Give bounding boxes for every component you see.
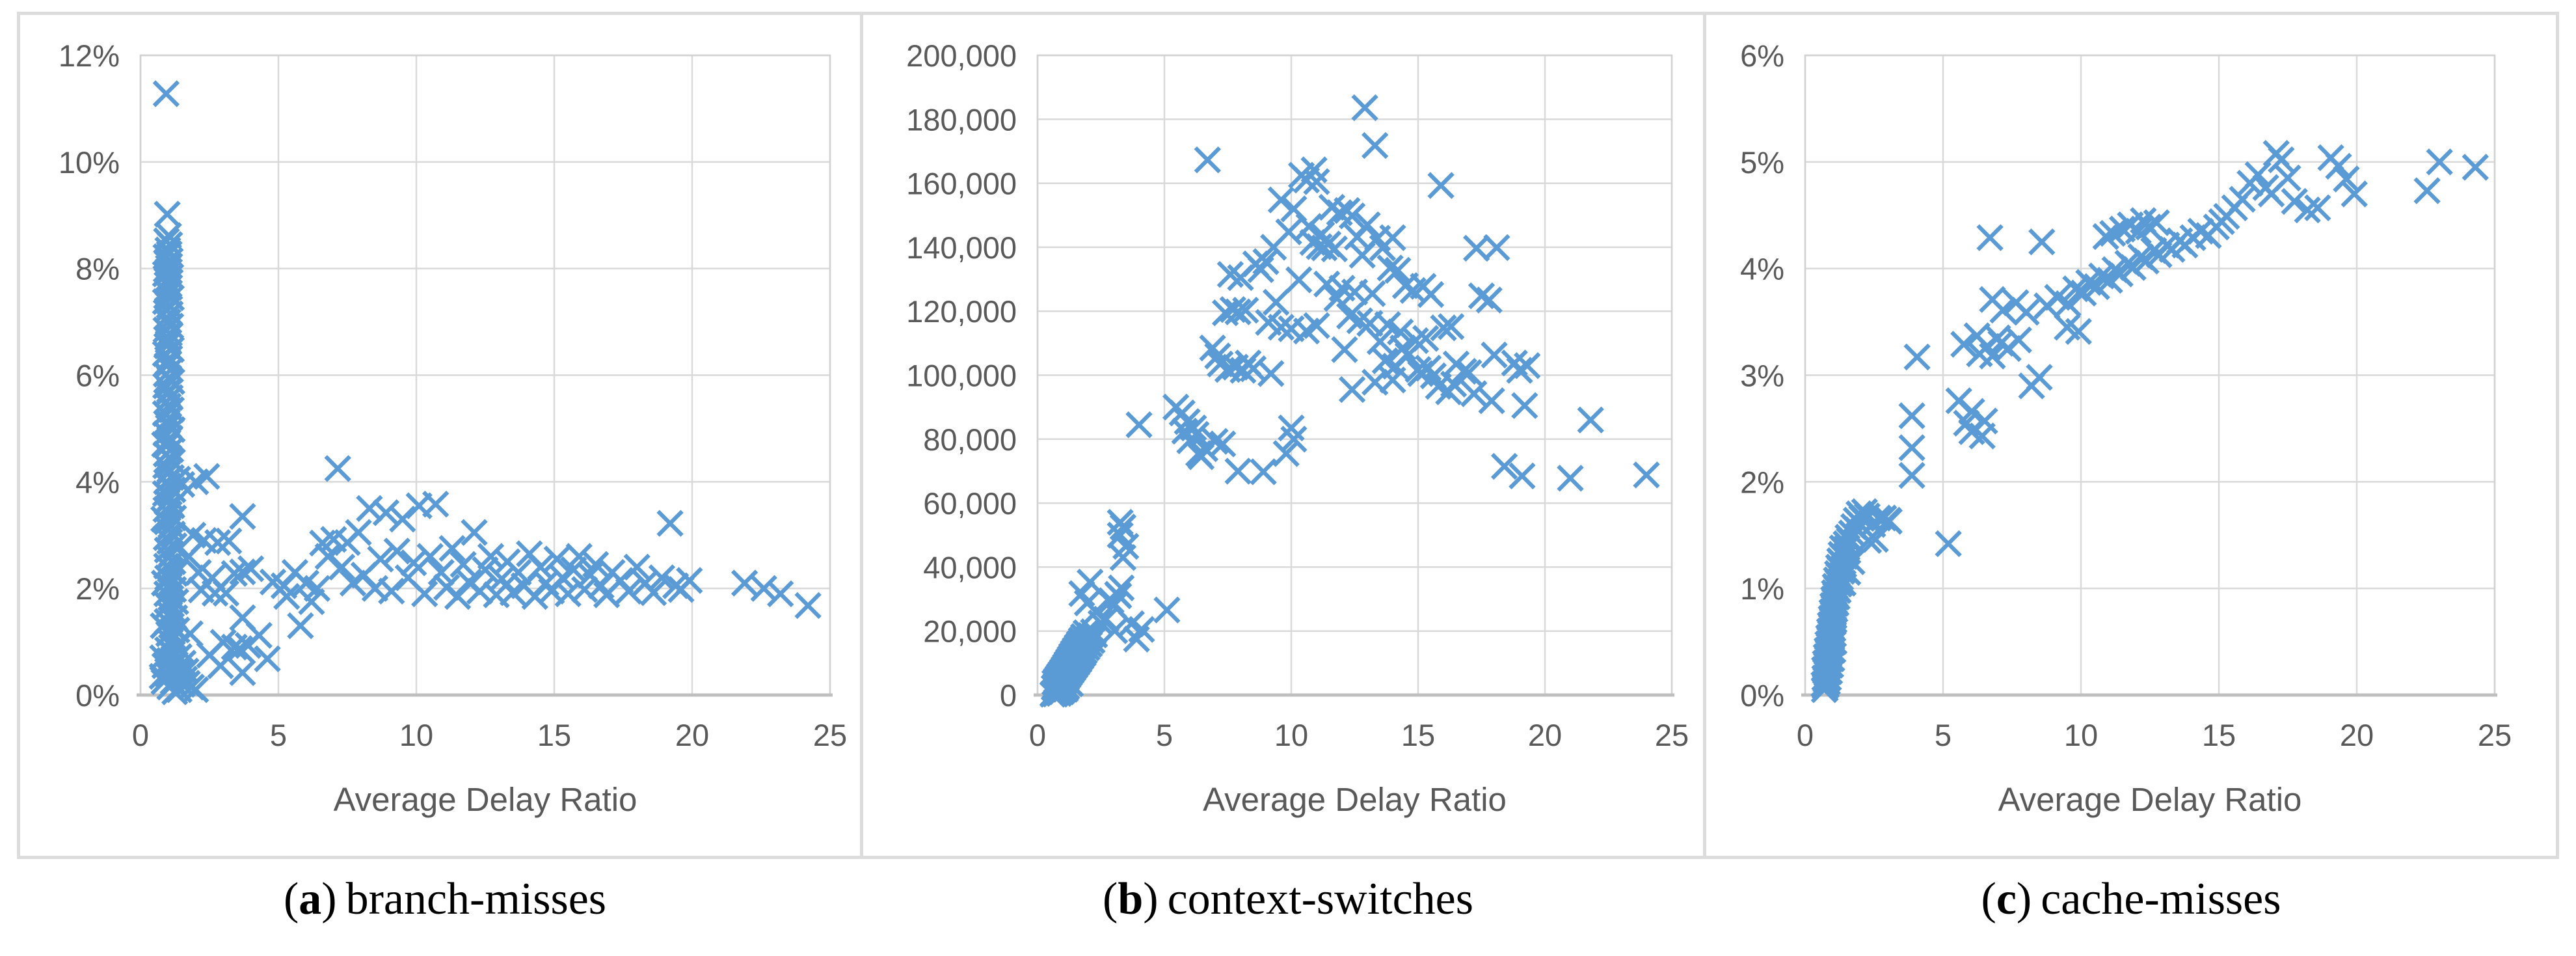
caption-paren-close: ) (2016, 874, 2032, 924)
caption-letter: a (299, 874, 322, 924)
data-points-series (148, 80, 822, 705)
x-tick-label: 25 (2478, 718, 2512, 752)
x-tick-label: 5 (270, 718, 287, 752)
x-tick-label: 5 (1935, 718, 1952, 752)
caption-text: branch-misses (345, 874, 607, 924)
x-tick-label: 0 (132, 718, 149, 752)
scatter-chart-b: 200,000 180,000 160,000 140,000 120,000 100,0… (906, 38, 1689, 818)
caption-a: (a) branch-misses (17, 873, 873, 925)
x-tick-label: 15 (537, 718, 571, 752)
y-tick-label: 200,000 (906, 38, 1017, 73)
caption-text: cache-misses (2041, 874, 2281, 924)
x-tick-label: 25 (813, 718, 847, 752)
x-axis-title: Average Delay Ratio (334, 781, 637, 818)
y-tick-label: 4% (75, 465, 120, 499)
x-tick-label: 5 (1156, 718, 1173, 752)
y-tick-label: 0 (1000, 678, 1017, 713)
y-tick-label: 2% (75, 571, 120, 606)
y-tick-label: 10% (59, 145, 120, 180)
x-tick-label: 15 (2202, 718, 2236, 752)
y-tick-label: 80,000 (923, 422, 1017, 457)
caption-b: (b) context-switches (860, 873, 1716, 925)
panel-branch-misses: 12% 10% 8% 6% 4% 2% 0% 0 5 10 15 20 25 Average Delay … (17, 12, 873, 859)
y-tick-label: 5% (1740, 145, 1784, 180)
panel-context-switches: 200,000 180,000 160,000 140,000 120,000 100,0… (860, 12, 1716, 859)
y-tick-label: 0% (75, 678, 120, 713)
scatter-chart-a: 12% 10% 8% 6% 4% 2% 0% 0 5 10 15 20 25 Average Delay … (59, 38, 847, 818)
panel-cache-misses: 6% 5% 4% 3% 2% 1% 0% 0 5 10 15 20 25 Average Delay Ra… (1703, 12, 2559, 859)
y-tick-label: 6% (1740, 38, 1784, 73)
x-tick-label: 15 (1401, 718, 1435, 752)
y-tick-label: 0% (1740, 678, 1784, 713)
x-tick-label: 20 (675, 718, 709, 752)
y-tick-label: 6% (75, 359, 120, 393)
caption-paren-open: ( (283, 874, 299, 924)
x-axis-title: Average Delay Ratio (1998, 781, 2302, 818)
y-tick-label: 2% (1740, 465, 1784, 499)
scatter-chart-c: 6% 5% 4% 3% 2% 1% 0% 0 5 10 15 20 25 Average Delay Ra… (1740, 38, 2512, 818)
caption-text: context-switches (1167, 874, 1473, 924)
caption-letter: b (1118, 874, 1144, 924)
caption-letter: c (1996, 874, 2017, 924)
y-tick-label: 3% (1740, 359, 1784, 393)
y-tick-label: 160,000 (906, 167, 1017, 201)
data-points-series (1039, 94, 1660, 708)
x-tick-label: 10 (399, 718, 433, 752)
caption-c: (c) cache-misses (1703, 873, 2559, 925)
x-tick-label: 20 (1528, 718, 1562, 752)
x-tick-label: 0 (1797, 718, 1814, 752)
y-tick-label: 12% (59, 38, 120, 73)
caption-paren-open: ( (1981, 874, 1996, 924)
y-tick-label: 40,000 (923, 550, 1017, 584)
caption-paren-close: ) (321, 874, 337, 924)
x-tick-label: 10 (1274, 718, 1308, 752)
y-tick-label: 1% (1740, 571, 1784, 606)
x-tick-label: 25 (1655, 718, 1689, 752)
y-tick-label: 180,000 (906, 102, 1017, 137)
caption-paren-open: ( (1103, 874, 1118, 924)
caption-paren-close: ) (1143, 874, 1159, 924)
y-tick-label: 20,000 (923, 614, 1017, 649)
x-tick-label: 0 (1029, 718, 1046, 752)
y-tick-label: 8% (75, 252, 120, 286)
x-tick-label: 20 (2340, 718, 2374, 752)
y-tick-label: 4% (1740, 252, 1784, 286)
y-tick-label: 60,000 (923, 486, 1017, 521)
x-axis-title: Average Delay Ratio (1203, 781, 1507, 818)
x-tick-label: 10 (2064, 718, 2098, 752)
y-tick-label: 100,000 (906, 359, 1017, 393)
data-points-series (1810, 140, 2489, 703)
y-tick-label: 120,000 (906, 294, 1017, 329)
y-tick-label: 140,000 (906, 230, 1017, 265)
